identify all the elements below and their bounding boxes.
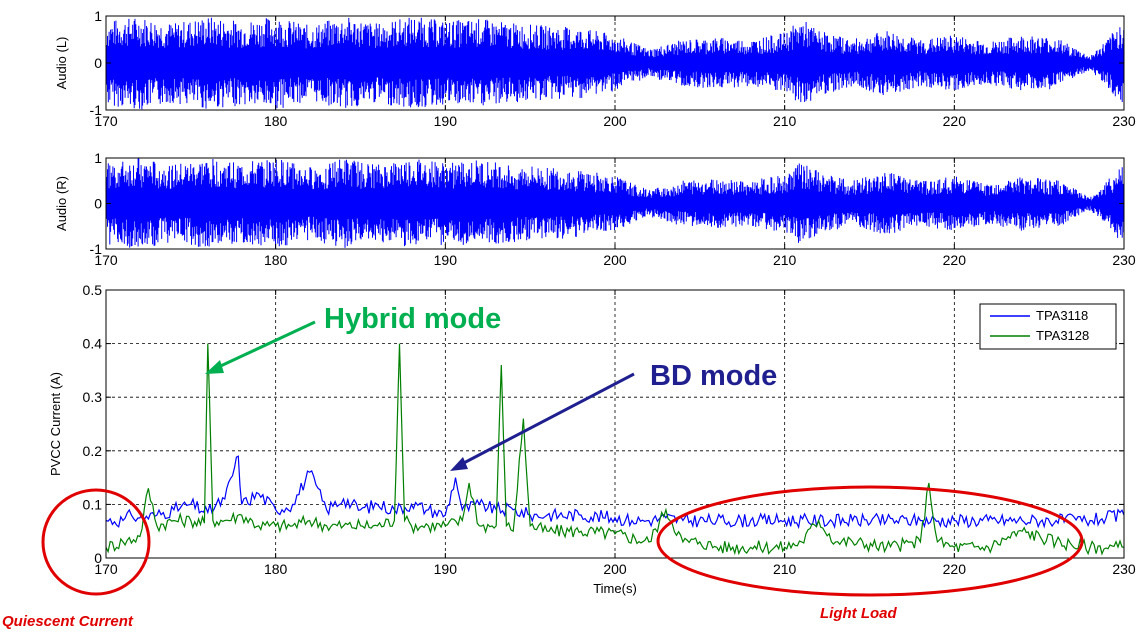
x-tick-label: 170 [94,561,118,577]
x-tick-label: 210 [773,252,797,268]
audio-left-panel: 170 180 190 200 210 220 230 -1 0 1 Audio (L) [54,8,1136,129]
hybrid-mode-arrowhead [205,360,224,374]
bd-mode-arrow [457,372,635,468]
audio-right-panel: 170 180 190 200 210 220 230 -1 0 1 Audio (R) [54,150,1136,268]
x-tick-label: 180 [264,113,288,129]
x-tick-label: 210 [773,561,797,577]
quiescent-current-label: Quiescent Current [2,613,134,630]
bd-mode-callout: BD mode [450,360,777,471]
quiescent-current-ellipse [41,488,151,596]
y-tick-label: -1 [90,102,103,118]
y-tick-label: 0 [94,196,102,212]
y-axis-label: PVCC Current (A) [48,372,63,476]
x-tick-label: 190 [434,252,458,268]
bd-mode-arrowhead [450,457,468,471]
y-tick-label: 0.4 [83,336,103,352]
light-load-label: Light Load [820,605,897,622]
x-tick-label: 180 [264,252,288,268]
x-tick-label: 190 [434,113,458,129]
y-tick-label: -1 [90,241,103,257]
x-tick-label: 220 [943,252,967,268]
light-load-ellipse [656,485,1084,597]
hybrid-mode-label: Hybrid mode [324,303,501,335]
plot-area [105,343,1125,556]
x-tick-label: 190 [434,561,458,577]
x-tick-label: 200 [603,561,627,577]
y-tick-label: 0.2 [83,443,103,459]
legend-label-tpa3118: TPA3118 [1036,308,1088,323]
series-line-tpa3128 [105,343,1125,556]
x-tick-label: 230 [1112,113,1136,129]
y-tick-label: 1 [94,150,102,166]
y-tick-label: 0.5 [83,282,103,298]
y-tick-label: 0.1 [83,496,103,512]
x-tick-label: 180 [264,561,288,577]
x-tick-label: 200 [603,113,627,129]
y-tick-label: 0.3 [83,389,103,405]
pvcc-current-panel: 170 180 190 200 210 220 230 0 0.1 0.2 0.3 0.4 0.5 PVC… [48,282,1136,596]
x-tick-label: 210 [773,113,797,129]
bd-mode-label: BD mode [650,360,777,392]
y-tick-label: 0 [94,550,102,566]
y-axis-label: Audio (L) [54,37,69,90]
x-tick-label: 200 [603,252,627,268]
hybrid-mode-callout: Hybrid mode [205,303,501,374]
hybrid-mode-arrow [211,320,316,372]
y-tick-label: 0 [94,55,102,71]
x-tick-label: 170 [94,252,118,268]
y-tick-label: 1 [94,8,102,24]
y-axis-label: Audio (R) [54,176,69,231]
x-tick-label: 220 [943,113,967,129]
legend-box [979,303,1117,350]
x-tick-label: 230 [1112,561,1136,577]
x-tick-label: 230 [1112,252,1136,268]
legend: TPA3118 TPA3128 [979,303,1117,350]
x-tick-label: 170 [94,113,118,129]
legend-label-tpa3128: TPA3128 [1036,328,1089,343]
series-line-tpa3118 [105,455,1125,530]
x-tick-label: 220 [943,561,967,577]
x-axis-label: Time(s) [593,581,637,596]
